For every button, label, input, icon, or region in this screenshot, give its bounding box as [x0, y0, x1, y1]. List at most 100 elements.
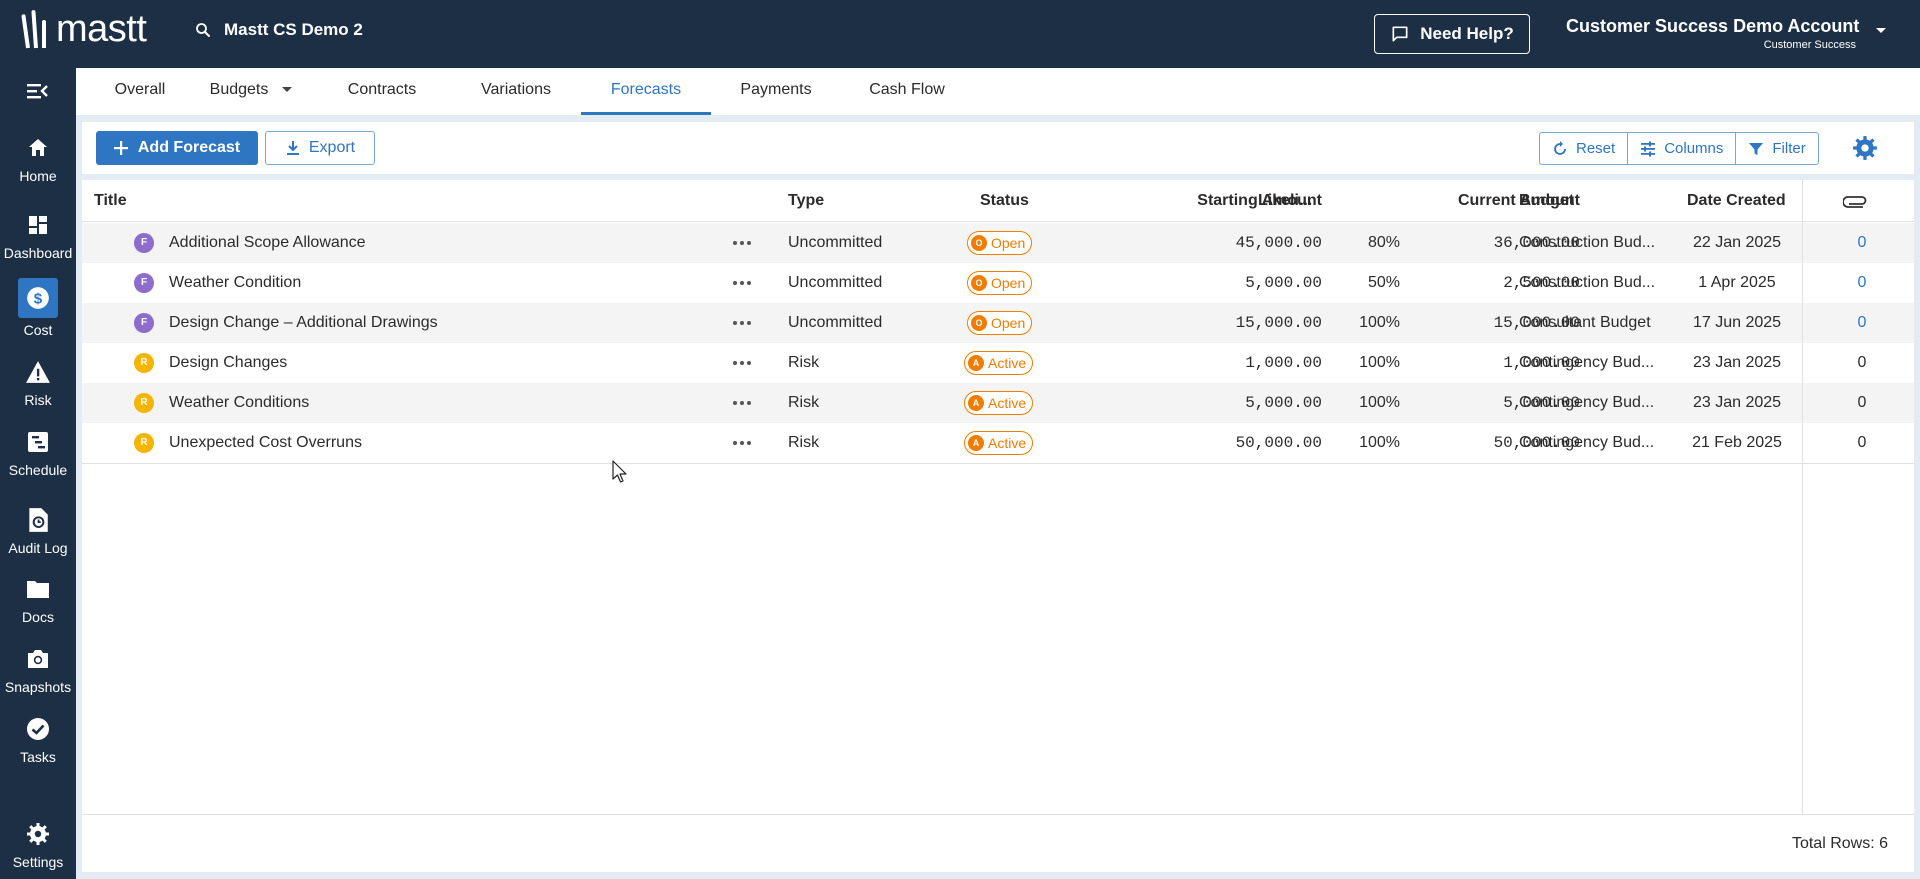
- row-budget: Contingency Bud...: [1519, 434, 1655, 451]
- filter-button[interactable]: Filter: [1736, 133, 1817, 164]
- sidebar-item-home[interactable]: Home: [0, 128, 76, 184]
- sidebar-item-snapshots[interactable]: Snapshots: [0, 639, 76, 695]
- sidebar-item-label: Docs: [22, 609, 54, 625]
- reset-button[interactable]: Reset: [1540, 133, 1629, 164]
- tab-contracts[interactable]: Contracts: [347, 81, 417, 98]
- row-attachments-count[interactable]: 0: [1857, 274, 1867, 291]
- sidebar-item-label: Dashboard: [3, 245, 73, 261]
- status-letter: A: [968, 395, 984, 411]
- row-date-created: 21 Feb 2025: [1692, 434, 1782, 451]
- mouse-cursor-icon: [612, 460, 628, 489]
- tab-payments[interactable]: Payments: [740, 81, 812, 98]
- more-options-icon[interactable]: [733, 423, 751, 463]
- row-attachments-count[interactable]: 0: [1857, 314, 1867, 331]
- sidebar-item-dashboard[interactable]: Dashboard: [0, 205, 76, 261]
- total-rows: Total Rows: 6: [1791, 835, 1888, 852]
- row-likelihood: 100%: [1359, 434, 1400, 451]
- paperclip-icon[interactable]: [1842, 192, 1869, 215]
- status-label: Open: [991, 315, 1026, 331]
- row-date-created: 22 Jan 2025: [1692, 234, 1782, 251]
- more-options-icon[interactable]: [733, 303, 751, 343]
- row-title[interactable]: Design Change – Additional Drawings: [169, 314, 438, 331]
- row-date-created: 1 Apr 2025: [1698, 274, 1776, 291]
- sidebar-item-docs[interactable]: Docs: [0, 569, 76, 625]
- more-options-icon[interactable]: [733, 343, 751, 383]
- row-title[interactable]: Design Changes: [169, 354, 288, 371]
- warning-icon: [26, 361, 50, 383]
- tab-forecasts[interactable]: Forecasts: [581, 68, 711, 115]
- chevron-down-icon: [282, 87, 293, 93]
- status-label: Active: [988, 435, 1027, 451]
- risk-type-avatar: R: [134, 353, 154, 373]
- row-attachments-count[interactable]: 0: [1857, 234, 1867, 251]
- dollar-icon: $: [27, 287, 49, 309]
- row-date-created: 17 Jun 2025: [1692, 314, 1782, 331]
- row-title[interactable]: Unexpected Cost Overruns: [169, 434, 362, 451]
- sidebar-item-schedule[interactable]: Schedule: [0, 422, 76, 478]
- tab-overall[interactable]: Overall: [114, 81, 166, 98]
- mastt-logo[interactable]: mastt: [21, 9, 147, 49]
- table-row[interactable]: F Design Change – Additional Drawings Un…: [82, 303, 1914, 343]
- sidebar-item-tasks[interactable]: Tasks: [0, 709, 76, 765]
- table-row[interactable]: R Unexpected Cost Overruns Risk A Active …: [82, 423, 1914, 463]
- logo-mark-icon: [21, 9, 50, 49]
- tab-budgets[interactable]: Budgets: [186, 68, 316, 115]
- need-help-button[interactable]: Need Help?: [1374, 14, 1530, 54]
- status-badge: A Active: [964, 351, 1034, 375]
- sidebar: Home Dashboard $ Cost Risk Schedule Audi…: [0, 68, 76, 879]
- row-budget: Construction Bud...: [1519, 274, 1656, 291]
- columns-label: Columns: [1664, 140, 1724, 157]
- column-header-budget[interactable]: Budget: [1519, 192, 1575, 209]
- sidebar-item-audit-log[interactable]: Audit Log: [0, 500, 76, 556]
- row-budget: Contingency Bud...: [1519, 394, 1655, 411]
- module-tabs: Overall Budgets Contracts Variations For…: [76, 68, 1920, 115]
- grid-settings-button[interactable]: [1852, 135, 1878, 166]
- row-title[interactable]: Weather Conditions: [169, 394, 310, 411]
- more-options-icon[interactable]: [733, 383, 751, 423]
- table-row[interactable]: F Weather Condition Uncommitted O Open 5,…: [82, 263, 1914, 303]
- row-title[interactable]: Additional Scope Allowance: [169, 234, 366, 251]
- column-header-starting-amount[interactable]: Starting Amount: [1197, 192, 1322, 209]
- tab-variations[interactable]: Variations: [481, 81, 551, 98]
- sidebar-item-label: Audit Log: [8, 540, 68, 556]
- audit-log-icon: [29, 508, 48, 532]
- rows-end-divider: [82, 463, 1914, 464]
- table-row[interactable]: F Additional Scope Allowance Uncommitted…: [82, 223, 1914, 263]
- sidebar-item-risk[interactable]: Risk: [0, 352, 76, 408]
- more-options-icon[interactable]: [733, 263, 751, 303]
- add-forecast-button[interactable]: Add Forecast: [96, 131, 258, 165]
- table-row[interactable]: R Weather Conditions Risk A Active 5,000.…: [82, 383, 1914, 423]
- column-header-status[interactable]: Status: [980, 192, 1029, 209]
- status-letter: O: [971, 275, 987, 291]
- row-attachments-count: 0: [1857, 394, 1867, 411]
- row-type: Risk: [788, 434, 820, 451]
- sidebar-item-cost[interactable]: $ Cost: [0, 278, 76, 338]
- column-header-title[interactable]: Title: [94, 192, 127, 209]
- column-header-current-amount[interactable]: Current Amount: [1457, 192, 1580, 209]
- tab-cash-flow[interactable]: Cash Flow: [869, 81, 945, 98]
- svg-text:$: $: [34, 290, 43, 307]
- plus-icon: [113, 141, 128, 155]
- export-button[interactable]: Export: [265, 131, 375, 165]
- row-attachments-count: 0: [1857, 434, 1867, 451]
- column-header-date-created[interactable]: Date Created: [1687, 192, 1786, 209]
- project-search[interactable]: Mastt CS Demo 2: [194, 20, 363, 40]
- account-menu[interactable]: Customer Success Demo Account Customer S…: [1566, 16, 1886, 51]
- status-badge: O Open: [967, 271, 1033, 295]
- more-options-icon[interactable]: [733, 223, 751, 263]
- menu-collapse-icon[interactable]: [25, 80, 49, 107]
- column-header-likelihood[interactable]: Likeli...: [1258, 192, 1313, 209]
- row-budget: Contingency Bud...: [1519, 354, 1655, 371]
- grid-controls: Reset Columns Filter: [1539, 132, 1819, 165]
- sidebar-item-label: Settings: [12, 854, 64, 870]
- sidebar-item-label: Cost: [23, 322, 53, 338]
- row-title[interactable]: Weather Condition: [169, 274, 302, 291]
- table-row[interactable]: R Design Changes Risk A Active 1,000.00 1…: [82, 343, 1914, 383]
- sidebar-item-settings[interactable]: Settings: [0, 814, 76, 870]
- download-icon: [286, 141, 299, 155]
- row-likelihood: 100%: [1359, 394, 1400, 411]
- columns-button[interactable]: Columns: [1628, 133, 1737, 164]
- column-header-type[interactable]: Type: [788, 192, 825, 209]
- tab-label: Budgets: [209, 81, 269, 98]
- grid-header: Title Type Status Starting Amount Likeli…: [82, 180, 1914, 222]
